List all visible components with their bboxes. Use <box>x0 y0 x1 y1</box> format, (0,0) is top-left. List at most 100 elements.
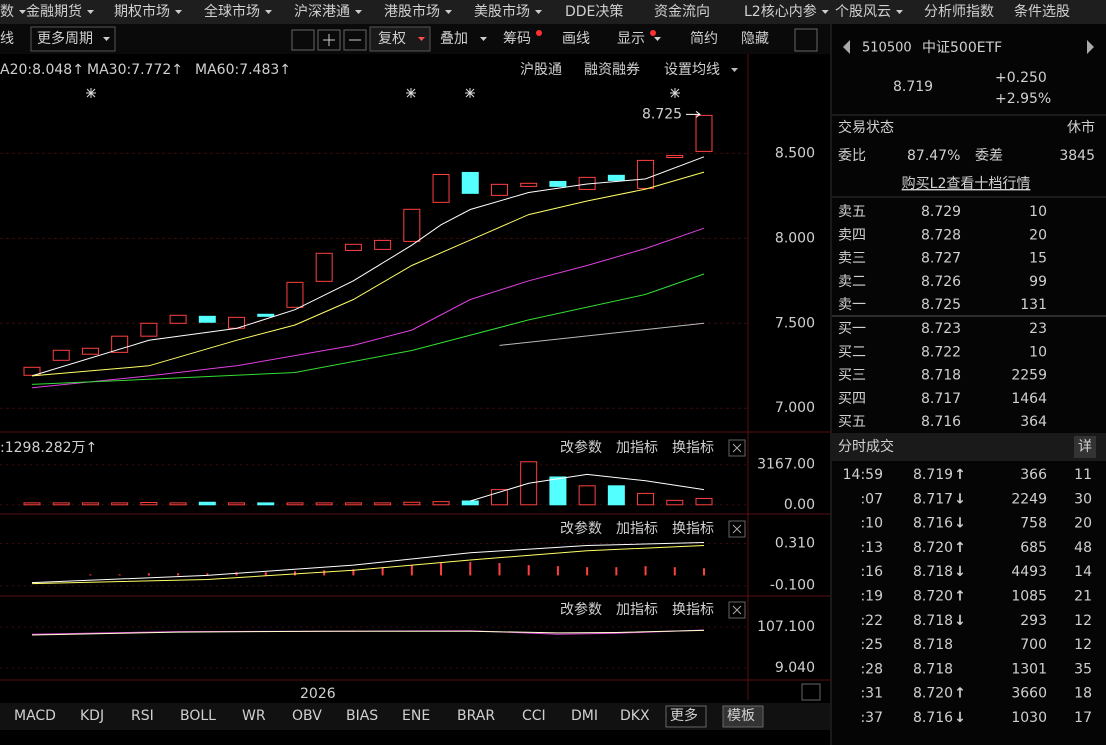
indicator-button[interactable]: 加指标 <box>616 440 658 456</box>
trade-count: 14 <box>1074 564 1092 580</box>
trade-volume: 4493 <box>1011 564 1047 580</box>
book-price: 8.723 <box>921 321 961 337</box>
y-tick-label: 7.500 <box>775 315 815 331</box>
menu-item[interactable]: 资金流向 <box>654 4 710 20</box>
change: +0.250 <box>995 70 1047 86</box>
next-icon[interactable] <box>1087 40 1094 54</box>
menu-item[interactable]: 金融期货 <box>26 3 82 20</box>
tab[interactable]: CCI <box>522 708 546 724</box>
label: 交易状态 <box>838 119 894 136</box>
tab[interactable]: DMI <box>571 708 598 724</box>
label: 委比 <box>838 148 866 164</box>
menu-item[interactable]: 分析师指数 <box>924 4 994 20</box>
trade-price: 8.719 <box>913 467 953 483</box>
book-volume: 131 <box>1020 297 1047 313</box>
menu-item[interactable]: DDE决策 <box>565 3 623 20</box>
dropdown-icon <box>821 10 829 14</box>
tab[interactable]: MACD <box>14 708 56 724</box>
trade-price: 8.720 <box>913 686 953 702</box>
tab[interactable]: OBV <box>292 708 322 724</box>
menu-item[interactable]: 美股市场 <box>474 3 530 20</box>
toolbar-item[interactable]: 筹码 <box>503 30 531 47</box>
toolbar-item[interactable]: 复权 <box>378 30 406 47</box>
prev-icon[interactable] <box>843 40 850 54</box>
menu-item[interactable]: 条件选股 <box>1014 3 1070 20</box>
volume-bar <box>111 502 129 506</box>
icon-box <box>728 601 746 619</box>
arrow-icon <box>686 110 701 118</box>
menu-item[interactable]: 个股风云 <box>835 4 891 20</box>
trade-price: 8.720 <box>913 589 953 605</box>
book-label: 买一 <box>838 321 866 337</box>
detail-button[interactable]: 详 <box>1078 439 1092 455</box>
indicator-button[interactable]: 改参数 <box>560 601 602 618</box>
volume-bar <box>228 502 246 506</box>
trade-time: :10 <box>860 516 883 532</box>
toolbar-item[interactable]: 显示 <box>617 31 645 47</box>
tab[interactable]: 更多 <box>670 707 698 724</box>
tab[interactable]: ENE <box>402 708 430 724</box>
volume-bar <box>81 502 99 506</box>
dropdown-icon <box>355 10 362 14</box>
indicator-button[interactable]: 换指标 <box>672 601 714 618</box>
volume-bar <box>52 502 70 506</box>
tab-box[interactable] <box>722 705 764 728</box>
toolbar-item[interactable]: 简约 <box>690 30 718 47</box>
tab[interactable]: BIAS <box>346 708 378 724</box>
volume-bar <box>23 502 41 506</box>
kline-link[interactable]: 沪股通 <box>520 62 562 78</box>
indicator-button[interactable]: 改参数 <box>560 520 602 537</box>
ratio: 87.47% <box>907 148 960 164</box>
indicator-button[interactable]: 加指标 <box>616 602 658 618</box>
tab-box[interactable] <box>665 705 707 728</box>
kline-link[interactable]: 融资融券 <box>584 62 640 78</box>
close-icon <box>732 524 742 534</box>
tab[interactable]: WR <box>242 708 266 724</box>
toolbar-item[interactable]: 画线 <box>562 31 590 47</box>
trade-time: :31 <box>860 686 883 702</box>
menu-item[interactable]: 全球市场 <box>204 3 260 20</box>
book-price: 8.725 <box>921 297 961 313</box>
indicator-button[interactable]: 改参数 <box>560 439 602 456</box>
y-tick-label: 0.00 <box>784 497 815 513</box>
menu-item[interactable]: 期权市场 <box>114 3 170 20</box>
candle <box>374 239 392 250</box>
trade-time: :16 <box>860 564 883 580</box>
period-box[interactable] <box>30 26 116 52</box>
volume-bar <box>374 502 392 506</box>
book-label: 买二 <box>838 344 866 360</box>
y-tick-label: -0.100 <box>770 578 815 594</box>
tab[interactable]: DKX <box>620 708 650 724</box>
book-price: 8.718 <box>921 368 961 384</box>
tab[interactable]: BOLL <box>180 708 216 724</box>
menu-item[interactable]: 数 <box>0 4 14 20</box>
trade-time: :19 <box>860 589 883 605</box>
book-label: 买三 <box>838 368 866 384</box>
trade-count: 11 <box>1074 467 1092 483</box>
menu-item[interactable]: L2核心内参 <box>744 3 817 20</box>
menu-item[interactable]: 港股市场 <box>384 3 440 20</box>
tab[interactable]: RSI <box>131 708 154 724</box>
book-price: 8.727 <box>921 251 961 267</box>
detail-box[interactable] <box>1074 436 1096 458</box>
kline-link[interactable]: 设置均线 <box>664 62 720 78</box>
l2-link[interactable]: 购买L2查看十档行情 <box>902 176 1031 192</box>
indicator-button[interactable]: 换指标 <box>672 520 714 537</box>
toolbar-item[interactable]: 叠加 <box>440 31 468 47</box>
event-icon <box>670 88 680 98</box>
indicator-line <box>470 473 705 502</box>
candle <box>315 252 333 282</box>
tab[interactable]: BRAR <box>457 708 495 724</box>
menu-item[interactable]: 沪深港通 <box>294 4 350 20</box>
toolbar-item[interactable]: 线 <box>0 31 14 47</box>
indicator-button[interactable]: 加指标 <box>616 521 658 537</box>
indicator-line <box>499 322 705 346</box>
trade-volume: 758 <box>1020 516 1047 532</box>
toolbar-item[interactable]: 更多周期 <box>37 30 93 47</box>
fq-box[interactable] <box>369 26 431 52</box>
toolbar-item[interactable]: 隐藏 <box>741 31 769 47</box>
tab[interactable]: KDJ <box>80 708 104 724</box>
volume-bar <box>257 502 275 506</box>
tab[interactable]: 模板 <box>727 708 755 724</box>
indicator-button[interactable]: 换指标 <box>672 439 714 456</box>
